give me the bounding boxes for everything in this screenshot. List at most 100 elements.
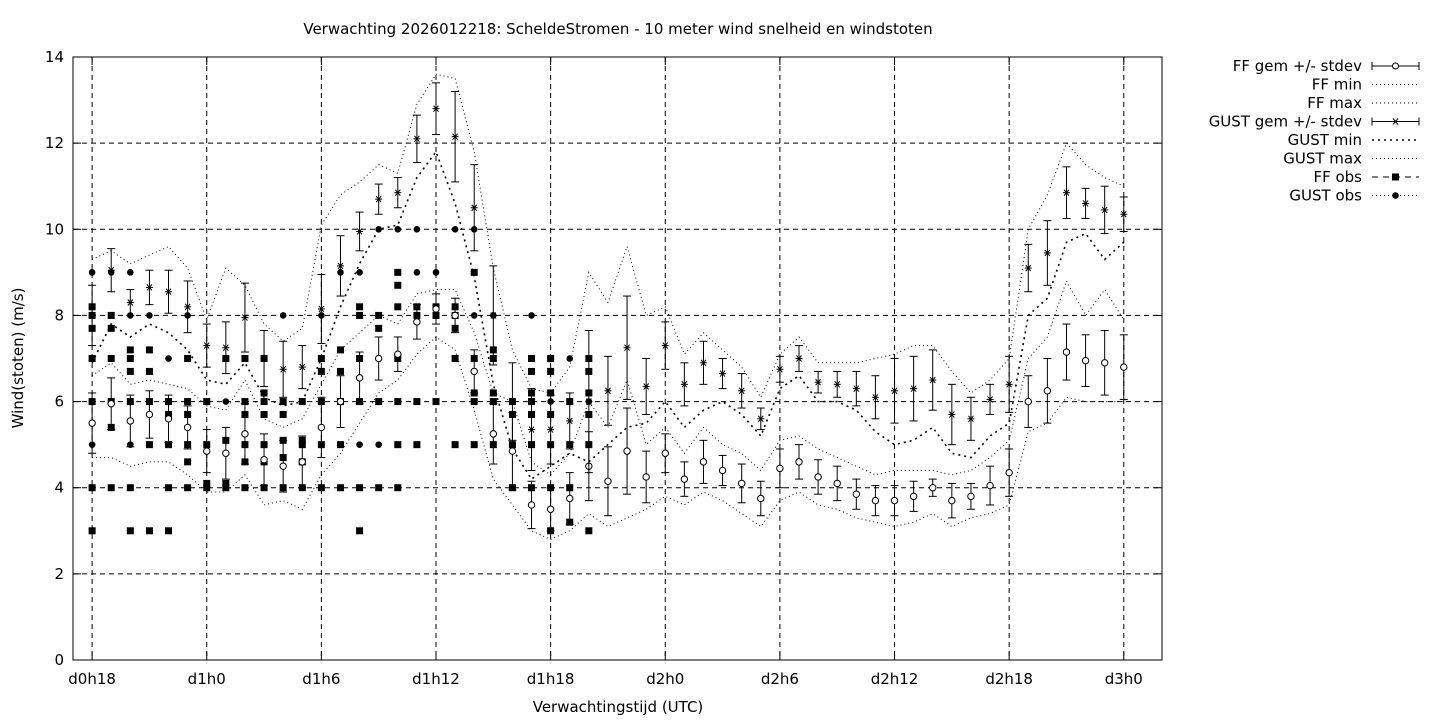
star-stroke: [948, 411, 955, 418]
star-stroke: [719, 370, 726, 377]
star-stroke: [89, 312, 95, 319]
ff-obs-point: [107, 484, 115, 492]
ff-obs-point: [145, 527, 153, 535]
ff-obs-point: [470, 398, 478, 406]
ff-obs-point: [317, 484, 325, 492]
ff-obs-point: [336, 346, 344, 354]
x-tick-label: d3h0: [1105, 670, 1143, 688]
ff-obs-point: [451, 355, 459, 362]
chart-title: Verwachting 2026012218: ScheldeStromen -…: [303, 20, 932, 38]
ff-obs-point: [107, 324, 115, 332]
gust-mean-mean-point: [604, 387, 612, 395]
gust-mean-mean-point: [317, 305, 325, 313]
gust-obs-point: [165, 355, 172, 362]
legend-label: FF max: [1307, 94, 1362, 112]
ff-obs-point: [394, 268, 402, 276]
star-stroke: [1006, 381, 1013, 388]
ff-mean-mean-point: [470, 367, 478, 376]
ff-obs-point: [336, 441, 344, 449]
ff-obs-point: [145, 346, 153, 354]
star-stroke: [738, 387, 745, 395]
ff-obs-point: [145, 367, 153, 375]
ff-mean-mean-point: [508, 447, 517, 455]
legend-swatch-marker: [1392, 192, 1399, 199]
ff-obs-point: [528, 355, 536, 362]
gust-mean-mean-point: [623, 344, 631, 352]
ff-mean-mean-point: [795, 458, 803, 466]
star-stroke: [318, 305, 325, 313]
gust-obs-point: [413, 225, 421, 233]
ff-mean-mean-point: [394, 350, 402, 358]
ff-obs-point: [489, 389, 497, 397]
ff-obs-point: [260, 398, 268, 406]
gust-mean-mean-point: [642, 383, 650, 390]
gust-obs-point: [203, 398, 211, 405]
gust-mean-mean-point: [547, 426, 555, 433]
ff-mean-mean-point: [1005, 468, 1013, 477]
ff-mean-mean-point: [871, 496, 880, 505]
ff-obs-point: [165, 527, 173, 535]
ff-mean-mean-point: [929, 484, 937, 492]
star-stroke: [853, 385, 860, 392]
star-stroke: [394, 189, 401, 196]
ff-obs-point: [356, 311, 364, 319]
y-tick-label: 8: [54, 306, 64, 324]
ff-mean-mean-point: [355, 374, 364, 382]
ff-mean-mean-point: [757, 494, 765, 503]
gust-obs-point: [146, 441, 153, 448]
ff-obs-point: [375, 484, 383, 492]
ff-mean-mean-point: [1062, 348, 1071, 356]
plot-area-border: [72, 56, 1163, 661]
ff-obs-point: [394, 484, 402, 492]
ff-mean-mean-point: [107, 400, 115, 408]
star-stroke: [146, 284, 153, 291]
gust-mean-mean-point: [375, 195, 383, 203]
x-axis-label: Verwachtingstijd (UTC): [533, 698, 704, 716]
ff-mean-mean-point: [126, 417, 135, 425]
ff-obs-point: [317, 367, 325, 375]
y-tick-label: 12: [45, 134, 64, 152]
ff-mean-mean-point: [336, 397, 345, 406]
ff-mean-mean-point: [604, 477, 612, 485]
ff-mean-mean-point: [203, 447, 211, 455]
legend-swatch-marker: [1392, 118, 1399, 125]
ff-mean-mean-point: [1043, 387, 1052, 395]
star-stroke: [815, 378, 821, 386]
ff-mean-mean-point: [1081, 356, 1090, 365]
gust-obs-point: [394, 225, 402, 233]
star-stroke: [414, 135, 420, 143]
ff-obs-point: [88, 355, 96, 362]
ff-obs-point: [375, 398, 383, 406]
ff-obs-point: [356, 303, 364, 311]
gust-mean-mean-point: [394, 189, 402, 196]
ff-obs-point: [107, 355, 115, 362]
gust-mean-mean-point: [776, 365, 784, 373]
ff-mean-mean-point: [527, 501, 536, 509]
ff-mean-mean-point: [967, 492, 975, 501]
star-stroke: [261, 355, 267, 362]
gust-obs-point: [375, 225, 382, 233]
star-stroke: [184, 303, 191, 311]
ff-obs-point: [317, 355, 325, 362]
y-tick-label: 4: [54, 479, 64, 497]
ff-obs-point: [88, 527, 96, 535]
ff-mean-mean-point: [890, 496, 899, 505]
gust-mean-mean-point: [795, 355, 803, 362]
gust-mean-mean-point: [165, 288, 173, 296]
ff-mean-mean-point: [852, 490, 861, 498]
legend-label: GUST gem +/- stdev: [1209, 113, 1362, 131]
star-stroke: [452, 133, 458, 141]
gust-mean-mean-point: [88, 312, 96, 319]
star-stroke: [528, 426, 535, 433]
star-stroke: [910, 385, 917, 392]
gust-mean-mean-point: [871, 393, 879, 401]
ff-mean-mean-point: [374, 354, 383, 363]
x-tick-label: d2h6: [761, 670, 799, 688]
gust-mean-mean-point: [661, 342, 669, 349]
star-stroke: [165, 288, 172, 296]
ff-mean-mean-point: [451, 311, 459, 320]
ff-obs-point: [356, 484, 364, 492]
gust-mean-mean-point: [814, 378, 822, 386]
gust-mean-mean-point: [699, 359, 707, 367]
